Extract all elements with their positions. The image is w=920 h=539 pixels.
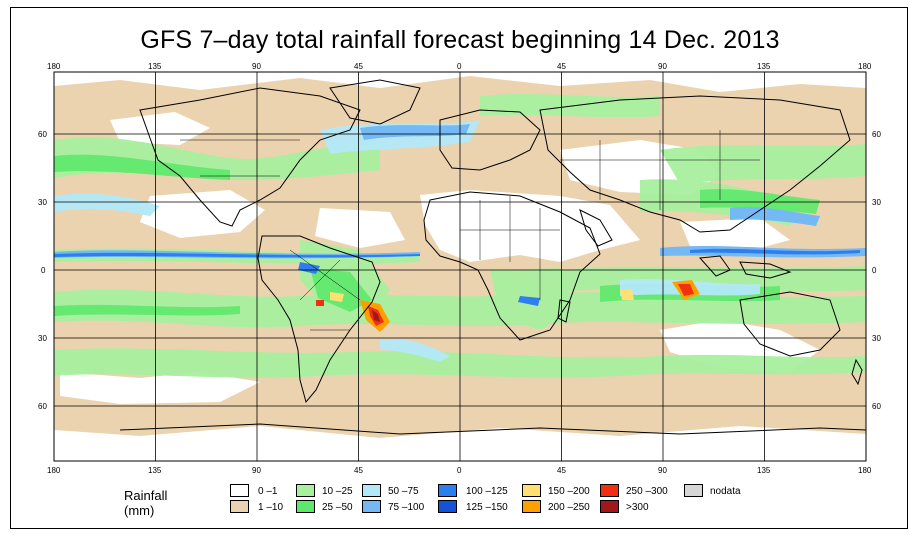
legend-swatch <box>438 484 457 497</box>
legend-title: Rainfall (mm) <box>124 488 168 518</box>
lat-tick: 60 <box>872 130 881 139</box>
lon-tick: 180 <box>858 62 872 71</box>
legend-label: 0 –1 <box>258 486 278 497</box>
legend-swatch <box>522 500 541 513</box>
figure-frame <box>10 7 908 529</box>
legend-label: 150 –200 <box>548 486 590 497</box>
lon-tick: 0 <box>457 466 462 475</box>
legend-swatch <box>296 484 315 497</box>
legend-label: 100 –125 <box>466 486 508 497</box>
country-borders <box>180 130 760 331</box>
lat-tick: 0 <box>41 266 46 275</box>
legend-label: 200 –250 <box>548 502 590 513</box>
lon-tick: 45 <box>354 62 363 71</box>
lon-tick: 180 <box>47 62 61 71</box>
legend-label: 50 –75 <box>388 486 419 497</box>
legend-swatch <box>684 484 703 497</box>
lon-tick: 135 <box>148 466 162 475</box>
lat-tick: 30 <box>38 334 47 343</box>
lat-tick: 30 <box>872 334 881 343</box>
legend-label: 125 –150 <box>466 502 508 513</box>
lon-tick: 45 <box>354 466 363 475</box>
legend-label: 250 –300 <box>626 486 668 497</box>
lat-tick: 0 <box>872 266 877 275</box>
lon-tick: 90 <box>252 62 261 71</box>
lon-tick: 45 <box>557 466 566 475</box>
lon-tick: 90 <box>658 62 667 71</box>
continent-outlines <box>119 79 866 435</box>
lon-tick: 0 <box>457 62 462 71</box>
lon-tick: 180 <box>858 466 872 475</box>
legend-swatch <box>600 500 619 513</box>
lat-tick: 30 <box>872 198 881 207</box>
lon-tick: 45 <box>557 62 566 71</box>
legend-swatch <box>230 500 249 513</box>
legend-swatch <box>522 484 541 497</box>
lat-tick: 60 <box>38 130 47 139</box>
lon-tick: 90 <box>658 466 667 475</box>
map-title: GFS 7–day total rainfall forecast beginn… <box>140 26 780 54</box>
lat-tick: 60 <box>872 402 881 411</box>
lon-tick: 135 <box>148 62 162 71</box>
lon-tick: 180 <box>47 466 61 475</box>
legend-swatch <box>438 500 457 513</box>
legend-label: 25 –50 <box>322 502 353 513</box>
legend-swatch <box>296 500 315 513</box>
legend-swatch <box>230 484 249 497</box>
legend-swatch <box>600 484 619 497</box>
lon-tick: 135 <box>757 62 771 71</box>
lon-tick: 135 <box>757 466 771 475</box>
legend-swatch <box>362 484 381 497</box>
legend-label: 1 –10 <box>258 502 284 513</box>
graticule <box>54 72 866 461</box>
legend-swatch <box>362 500 381 513</box>
lat-tick: 60 <box>38 402 47 411</box>
lat-tick: 30 <box>38 198 47 207</box>
legend-label: >300 <box>626 502 649 513</box>
legend-label: 10 –25 <box>322 486 353 497</box>
map-border <box>53 71 867 462</box>
legend-label: 75 –100 <box>388 502 425 513</box>
legend-label: nodata <box>710 486 741 497</box>
rain-very-heavy <box>54 248 860 306</box>
lon-tick: 90 <box>252 466 261 475</box>
